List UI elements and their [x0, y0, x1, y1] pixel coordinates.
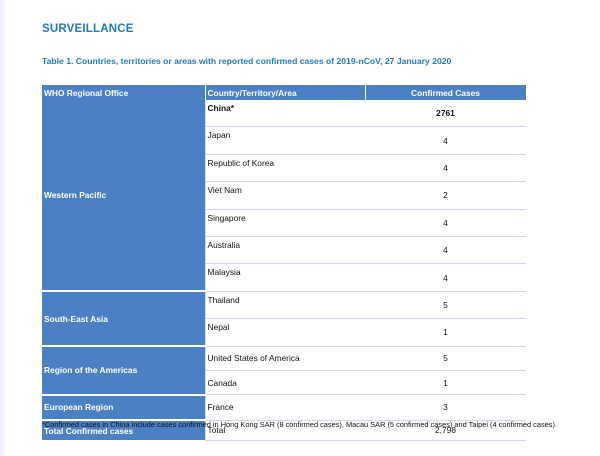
- country-cell: Canada: [204, 370, 365, 396]
- table-row: Nepal 1: [42, 318, 526, 347]
- cases-cell: 4: [365, 126, 526, 155]
- country-cell: Viet Nam: [204, 181, 365, 210]
- country-cell: United States of America: [204, 346, 365, 371]
- page-edge-shade: [0, 0, 7, 456]
- table-row: Canada 1: [42, 370, 526, 396]
- table-row: Singapore 4: [42, 209, 526, 237]
- total-cases-cell: 2,798: [365, 420, 526, 441]
- region-western-pacific: Western Pacific: [42, 100, 205, 293]
- header-country: Country/Territory/Area: [205, 85, 366, 100]
- cases-cell: 1: [365, 318, 526, 347]
- cases-cell: 3: [365, 394, 526, 421]
- region-european: European Region: [42, 394, 205, 422]
- table-row: Viet Nam 2: [42, 181, 526, 210]
- country-cell: France: [204, 394, 365, 421]
- country-cell: Malaysia: [204, 263, 365, 292]
- header-who-region: WHO Regional Office: [42, 85, 206, 100]
- cases-cell: 2: [365, 181, 526, 210]
- region-americas: Region of the Americas: [42, 346, 205, 396]
- table-row: Malaysia 4: [42, 263, 526, 292]
- cases-cell: 2761: [365, 100, 526, 128]
- cases-cell: 5: [365, 291, 526, 320]
- cases-cell: 4: [365, 236, 526, 265]
- table-row: Western Pacific China* 2761: [42, 100, 526, 293]
- cases-cell: 5: [365, 346, 526, 371]
- country-cell: Japan: [204, 126, 365, 155]
- table-footnote: *Confirmed cases in China include cases …: [42, 420, 557, 429]
- country-cell: Australia: [204, 236, 365, 265]
- cases-cell: 1: [365, 370, 526, 396]
- total-label: Total Confirmed cases: [42, 420, 205, 441]
- table-row: Japan 4: [42, 126, 526, 155]
- table-header-row: WHO Regional Office Country/Territory/Ar…: [42, 85, 527, 100]
- region-south-east-asia: South-East Asia: [42, 291, 205, 348]
- country-cell: Thailand: [204, 291, 365, 320]
- cases-cell: 4: [365, 263, 526, 292]
- table-row: South-East Asia Thailand 5: [42, 291, 526, 348]
- country-cell: Nepal: [204, 318, 365, 347]
- country-cell: China*: [204, 100, 365, 128]
- table-row: Australia 4: [42, 236, 526, 265]
- total-row: Total Confirmed cases Total 2,798: [42, 420, 526, 441]
- table-caption: Table 1. Countries, territories or areas…: [42, 56, 452, 66]
- cases-cell: 4: [365, 154, 526, 183]
- table-row: European Region France 3: [42, 394, 526, 422]
- confirmed-cases-table: WHO Regional Office Country/Territory/Ar…: [42, 85, 527, 441]
- section-heading: SURVEILLANCE: [42, 23, 134, 35]
- country-cell: Republic of Korea: [204, 154, 365, 183]
- cases-cell: 4: [365, 209, 526, 237]
- table-row: Region of the Americas United States of …: [42, 346, 526, 396]
- country-cell: Singapore: [204, 209, 365, 237]
- table-row: Republic of Korea 4: [42, 154, 526, 183]
- total-country-cell: Total: [204, 420, 365, 441]
- header-confirmed-cases: Confirmed Cases: [365, 85, 527, 100]
